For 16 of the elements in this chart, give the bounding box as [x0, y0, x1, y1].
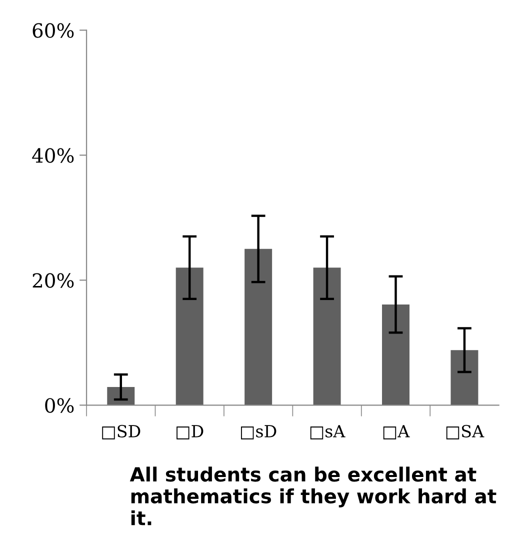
x-tick-label: □sA	[310, 425, 346, 440]
bar	[244, 248, 272, 406]
bar	[450, 350, 478, 406]
bar	[176, 268, 204, 406]
y-tick-label: 0%	[45, 398, 74, 413]
y-tick-label: 20%	[32, 273, 74, 288]
y-tick-label: 40%	[32, 148, 74, 163]
x-tick-label: □SA	[446, 424, 484, 440]
x-tick-label: □SD	[102, 424, 140, 440]
y-tick-label: 60%	[32, 23, 74, 38]
x-tick-label: □sD	[241, 425, 276, 440]
x-tick-label: □D	[176, 425, 204, 440]
x-axis-title: All students can be excellent at mathematics if they work hard at it.	[130, 466, 496, 526]
bar	[382, 304, 410, 406]
x-tick-label: □A	[383, 425, 410, 440]
bar	[313, 268, 341, 406]
